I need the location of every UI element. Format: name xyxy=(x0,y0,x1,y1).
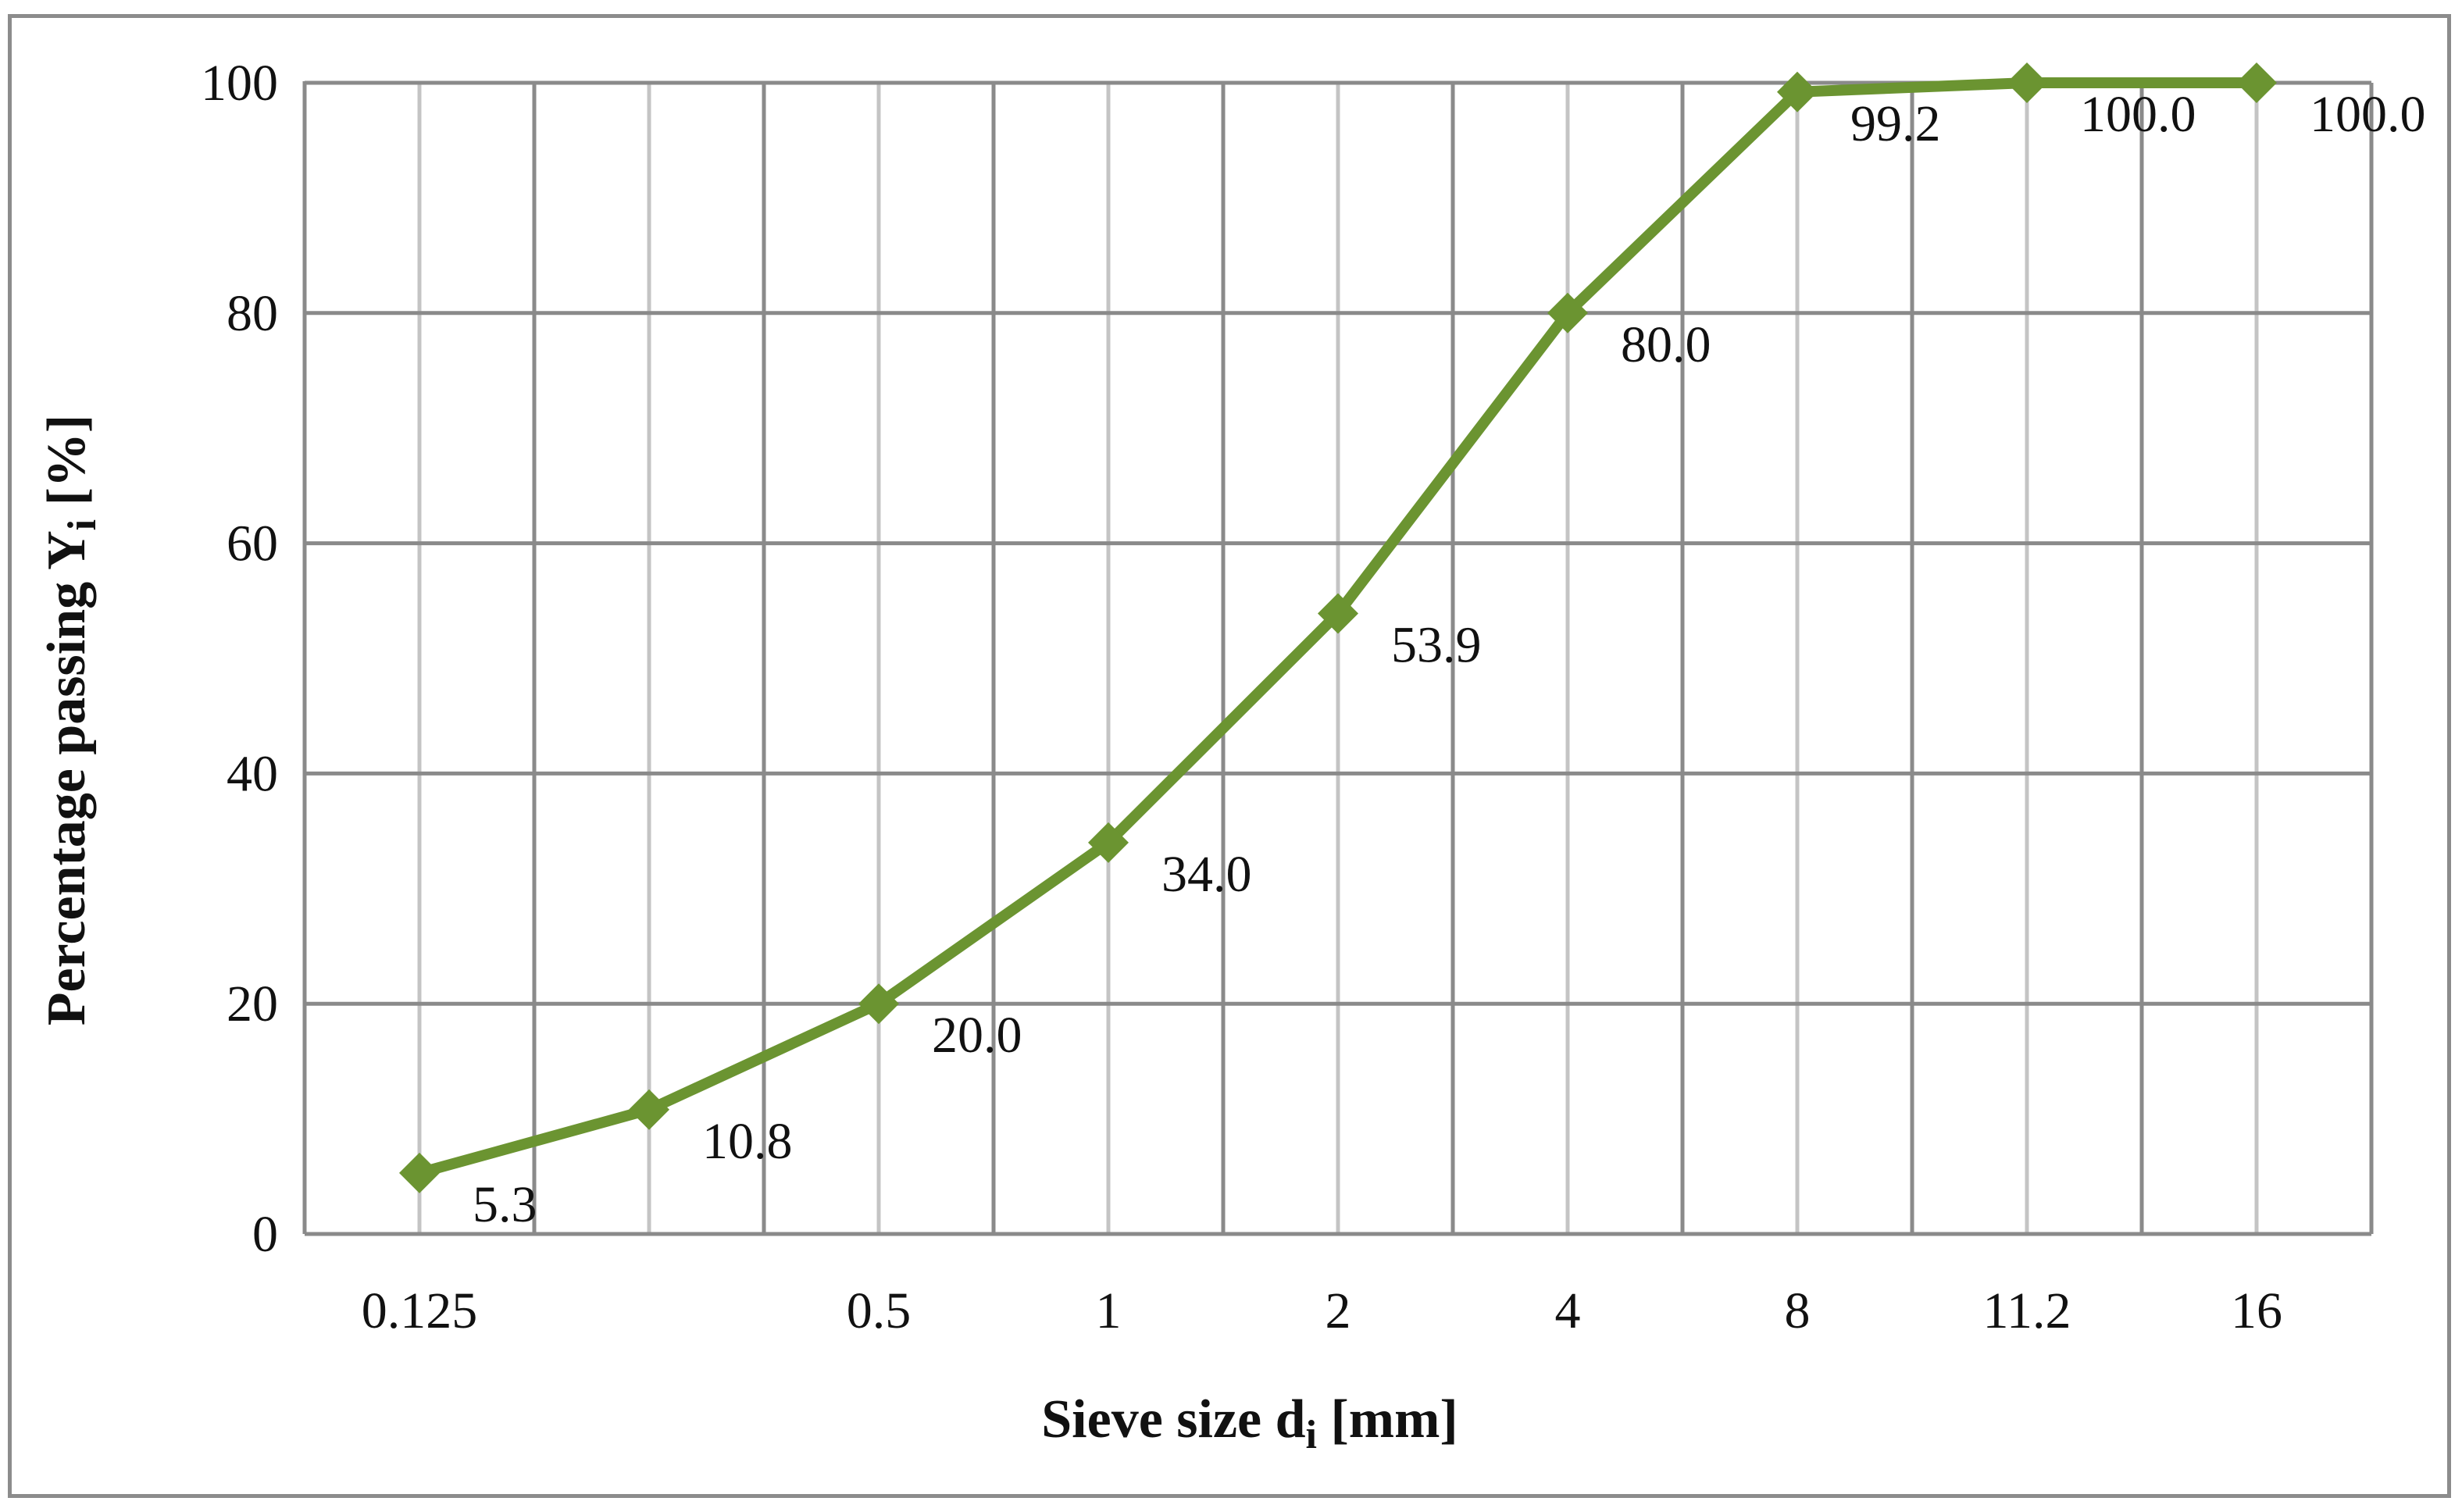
y-tick-label: 40 xyxy=(227,745,278,802)
data-label: 10.8 xyxy=(702,1113,793,1170)
y-tick-label: 80 xyxy=(227,285,278,342)
x-tick-label: 1 xyxy=(1096,1282,1122,1339)
x-tick-label: 8 xyxy=(1785,1282,1811,1339)
y-tick-label: 100 xyxy=(201,55,278,112)
x-axis-title: Sieve size di [mm] xyxy=(1041,1389,1458,1457)
series-layer xyxy=(399,62,2277,1193)
data-label: 80.0 xyxy=(1621,316,1711,373)
data-point-marker xyxy=(2236,62,2277,103)
data-label: 99.2 xyxy=(1850,95,1941,152)
y-axis-title: Percentage passing Yi [%] xyxy=(37,415,105,1025)
x-tick-label: 11.2 xyxy=(1982,1282,2071,1339)
y-tick-label: 20 xyxy=(227,975,278,1032)
grid xyxy=(305,80,2374,1234)
data-point-marker xyxy=(1088,822,1129,863)
data-label: 53.9 xyxy=(1391,617,1482,674)
chart-frame xyxy=(8,14,2451,1498)
data-point-marker xyxy=(1777,71,1818,112)
data-label: 100.0 xyxy=(2080,86,2196,143)
axes: 0 20 40 60 80 100 0.125 0.5 1 2 4 8 11.2 16 xyxy=(201,55,2371,1339)
data-labels: 5.3 10.8 20.0 34.0 53.9 80.0 99.2 100.0 100.0 xyxy=(473,86,2426,1233)
data-point-marker xyxy=(2007,62,2047,103)
data-point-marker xyxy=(1547,292,1588,333)
y-tick-label: 0 xyxy=(252,1206,278,1263)
x-tick-label: 0.5 xyxy=(847,1282,912,1339)
x-tick-label: 2 xyxy=(1326,1282,1351,1339)
data-label: 20.0 xyxy=(932,1007,1022,1064)
data-label: 34.0 xyxy=(1161,846,1252,903)
data-point-marker xyxy=(629,1089,669,1130)
x-tick-label: 0.125 xyxy=(362,1282,478,1339)
data-point-marker xyxy=(1318,593,1358,634)
x-tick-label: 4 xyxy=(1555,1282,1581,1339)
y-tick-label: 60 xyxy=(227,515,278,572)
data-label: 100.0 xyxy=(2310,86,2426,143)
data-point-marker xyxy=(858,983,899,1025)
data-label: 5.3 xyxy=(473,1176,537,1233)
x-tick-label: 16 xyxy=(2231,1282,2282,1339)
data-point-marker xyxy=(399,1152,440,1193)
